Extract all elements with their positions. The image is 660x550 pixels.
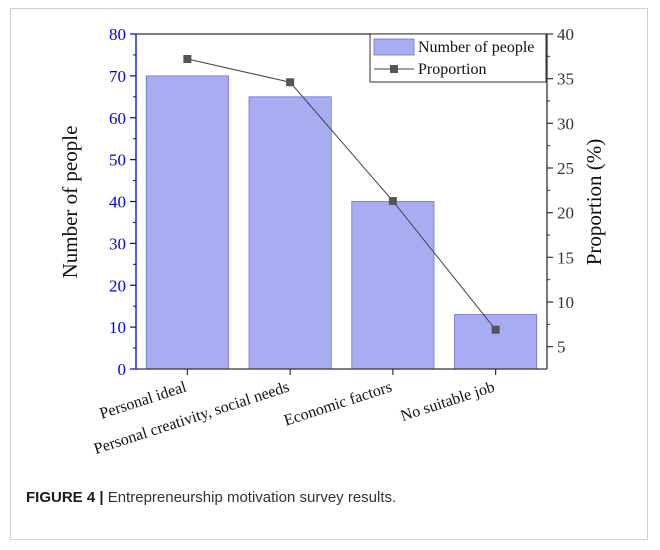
y-right-tick-label: 15 — [557, 248, 574, 267]
line-layer — [183, 55, 500, 334]
y-right-tick-label: 35 — [557, 70, 574, 89]
proportion-point — [183, 55, 192, 64]
legend-bar-label: Number of people — [418, 39, 534, 56]
x-tick-label: Economic factors — [282, 379, 394, 430]
legend: Number of people Proportion — [369, 33, 547, 83]
figure-caption: FIGURE 4 | Entrepreneurship motivation s… — [26, 489, 396, 506]
y-right-tick-label: 40 — [557, 25, 574, 44]
legend-line-label: Proportion — [418, 61, 486, 78]
caption-text: Entrepreneurship motivation survey resul… — [103, 489, 397, 506]
legend-line-marker — [390, 65, 398, 73]
proportion-point — [491, 325, 500, 334]
y-right-tick-label: 5 — [557, 338, 566, 357]
caption-label: FIGURE 4 | — [26, 489, 104, 506]
y-left-tick-label: 40 — [109, 193, 126, 212]
y-left-tick-label: 10 — [109, 318, 126, 337]
y-left-tick-label: 60 — [109, 109, 126, 128]
proportion-point — [388, 197, 397, 206]
y-right-tick-label: 25 — [557, 159, 574, 178]
legend-bar-swatch — [373, 38, 415, 56]
bar — [454, 314, 538, 370]
y-axis-left-label: Number of people — [58, 126, 82, 279]
bar — [351, 201, 435, 370]
y-right-tick-label: 30 — [557, 114, 574, 133]
y-right-tick-label: 10 — [557, 293, 574, 312]
proportion-line — [187, 58, 497, 331]
bar — [145, 75, 229, 370]
y-left-tick-label: 30 — [109, 234, 126, 253]
chart: 0 10 20 30 40 50 60 70 80 5 10 15 20 25 30 35 40 Personal… — [58, 25, 606, 458]
bars-layer — [145, 75, 538, 370]
y-left-tick-label: 20 — [109, 276, 126, 295]
y-axis-right-label: Proportion (%) — [582, 139, 606, 266]
x-tick-label: Personal creativity, social needs — [92, 379, 291, 458]
proportion-point — [286, 78, 295, 87]
y-right-tick-label: 20 — [557, 204, 574, 223]
y-left-tick-label: 70 — [109, 67, 126, 86]
bar — [248, 96, 332, 370]
y-left-tick-label: 50 — [109, 151, 126, 170]
y-left-tick-label: 0 — [118, 360, 127, 379]
x-tick-label: No suitable job — [399, 379, 497, 425]
y-left-tick-label: 80 — [109, 25, 126, 44]
